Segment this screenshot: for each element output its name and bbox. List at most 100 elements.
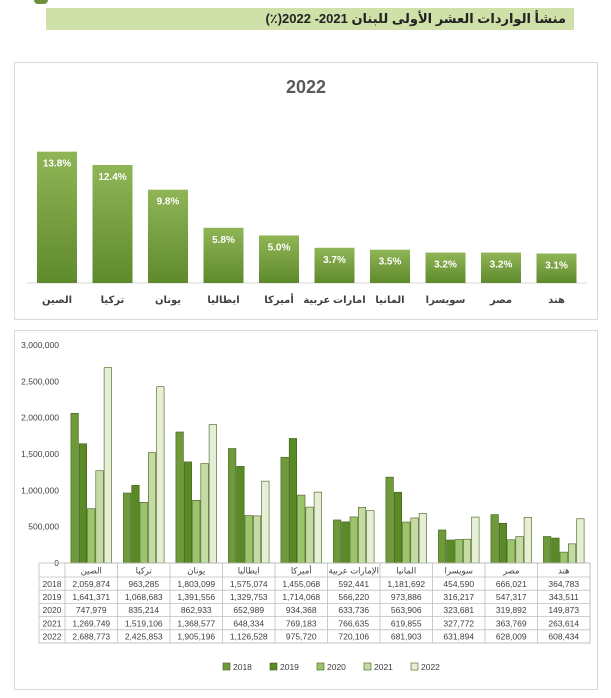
table-cell-value: 263,614 (548, 618, 579, 628)
category-label: المانيا (375, 295, 404, 306)
bar-value-label: 3.2% (490, 260, 513, 271)
table-cell-value: 563,906 (391, 605, 422, 615)
bar-2019 (78, 443, 87, 564)
table-cell-value: 149,873 (548, 605, 579, 615)
legend-label: 2022 (421, 662, 440, 672)
table-cell-value: 975,720 (286, 632, 317, 642)
table-category-label: تركيا (136, 566, 153, 576)
bar-2021 (305, 506, 314, 564)
bar-2021 (462, 538, 472, 564)
table-year-label: 2019 (43, 592, 62, 602)
bar-2019 (498, 522, 508, 564)
table-cell-value: 547,317 (496, 592, 527, 602)
bar-2022 (313, 491, 322, 564)
table-cell-value: 619,855 (391, 618, 422, 628)
table-cell-value: 1,641,371 (72, 592, 110, 602)
table-category-label: المانيا (396, 566, 416, 576)
share-chart-title: 2022 (285, 77, 327, 97)
table-cell-value: 720,106 (338, 632, 369, 642)
category-label: أميركا (264, 293, 294, 306)
table-cell-value: 1,519,106 (125, 618, 163, 628)
bar-value-label: 3.1% (545, 260, 568, 271)
bar-value-label: 3.2% (434, 260, 457, 271)
category-label: الصين (42, 295, 72, 306)
legend-swatch-2020 (316, 662, 325, 671)
bar-4 (203, 227, 244, 283)
table-cell-value: 1,269,749 (72, 618, 110, 628)
category-label: مصر (489, 295, 512, 306)
table-cell-value: 747,979 (76, 605, 107, 615)
category-label: امارات عربية (303, 295, 365, 306)
table-cell-value: 1,368,577 (177, 618, 215, 628)
bar-3 (148, 189, 188, 283)
bar-2021 (567, 543, 577, 564)
legend-swatch-2018 (222, 662, 231, 671)
table-cell-value: 2,425,853 (125, 632, 163, 642)
table-cell-value: 1,905,196 (177, 632, 215, 642)
bar-value-label: 13.8% (43, 159, 71, 170)
table-cell-value: 973,886 (391, 592, 422, 602)
bar-2019 (236, 466, 245, 564)
table-cell-value: 1,455,068 (282, 579, 320, 589)
y-tick-label: 1,000,000 (21, 485, 59, 495)
table-category-label: يونان (187, 566, 206, 576)
bar-2022 (576, 518, 585, 564)
bar-2019 (183, 461, 192, 564)
bar-2022 (523, 517, 532, 564)
bar-2018 (175, 431, 184, 564)
category-label: ايطاليا (207, 295, 239, 306)
legend-label: 2018 (233, 662, 252, 672)
table-category-label: مصر (502, 566, 520, 576)
table-cell-value: 608,434 (548, 632, 579, 642)
bar-2018 (490, 514, 499, 564)
table-cell-value: 1,126,528 (230, 632, 268, 642)
imports-grouped-bar-chart: 0500,0001,000,0001,500,0002,000,0002,500… (21, 340, 591, 672)
table-cell-value: 1,181,692 (387, 579, 425, 589)
bar-2021 (253, 515, 262, 564)
bar-2021 (200, 463, 209, 564)
bar-2019 (393, 491, 403, 564)
bar-2018 (228, 448, 237, 564)
table-year-label: 2018 (43, 579, 62, 589)
bar-2018 (385, 476, 394, 564)
bar-8 (425, 252, 466, 283)
bar-value-label: 12.4% (98, 172, 126, 183)
bar-2020 (402, 521, 411, 564)
bar-2 (92, 164, 133, 283)
table-cell-value: 648,334 (233, 618, 264, 628)
bar-2021 (95, 470, 104, 564)
bar-2019 (341, 521, 350, 564)
table-cell-value: 766,635 (338, 618, 369, 628)
table-cell-value: 631,894 (443, 632, 474, 642)
y-tick-label: 3,000,000 (21, 340, 59, 350)
table-cell-value: 1,714,068 (282, 592, 320, 602)
category-label: هند (548, 295, 565, 306)
table-cell-value: 319,892 (496, 605, 527, 615)
bar-2018 (438, 529, 447, 564)
bar-6 (314, 247, 355, 283)
table-cell-value: 1,575,074 (230, 579, 268, 589)
table-cell-value: 454,590 (443, 579, 474, 589)
bar-2022 (156, 386, 165, 564)
bar-2022 (471, 516, 480, 564)
table-cell-value: 2,059,874 (72, 579, 110, 589)
table-year-label: 2021 (43, 618, 62, 628)
table-cell-value: 327,772 (443, 618, 474, 628)
table-cell-value: 1,803,099 (177, 579, 215, 589)
table-cell-value: 1,068,683 (125, 592, 163, 602)
table-cell-value: 628,009 (496, 632, 527, 642)
bar-value-label: 9.8% (157, 197, 180, 208)
bar-2021 (357, 506, 367, 564)
table-cell-value: 323,681 (443, 605, 474, 615)
y-tick-label: 2,000,000 (21, 413, 59, 423)
table-cell-value: 681,903 (391, 632, 422, 642)
bar-2022 (103, 367, 112, 564)
table-cell-value: 666,021 (496, 579, 527, 589)
bar-2018 (333, 519, 342, 564)
table-cell-value: 633,736 (338, 605, 369, 615)
bar-2020 (87, 508, 96, 564)
table-year-label: 2022 (43, 632, 62, 642)
bar-2020 (192, 499, 201, 564)
table-cell-value: 1,391,556 (177, 592, 215, 602)
bar-2020 (244, 515, 253, 564)
